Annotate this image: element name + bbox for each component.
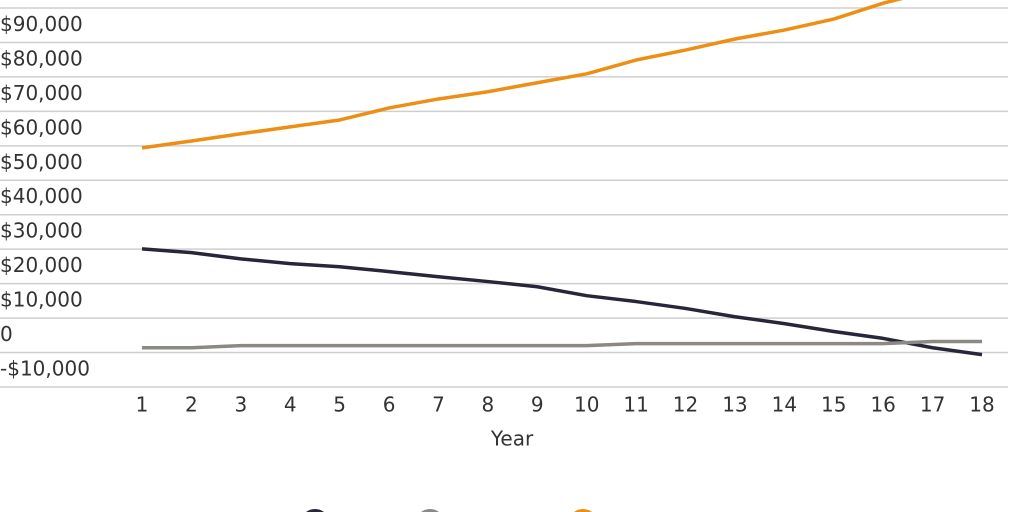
x-tick-label: 18 <box>969 393 994 417</box>
x-tick-label: 5 <box>333 393 346 417</box>
series-line <box>142 339 982 350</box>
x-axis-label: Year <box>490 427 534 451</box>
legend-marker <box>421 509 439 512</box>
x-tick-label: 15 <box>821 393 846 417</box>
x-tick-label: 10 <box>574 393 599 417</box>
x-tick-label: 4 <box>284 393 297 417</box>
x-tick-label: 16 <box>870 393 895 417</box>
x-tick-label: 3 <box>234 393 247 417</box>
x-tick-label: 12 <box>673 393 698 417</box>
x-tick-label: 17 <box>920 393 945 417</box>
x-tick-label: 9 <box>531 393 544 417</box>
y-tick-label: 0 <box>0 322 13 346</box>
x-tick-label: 8 <box>482 393 495 417</box>
y-tick-label: $70,000 <box>0 81 83 105</box>
x-tick-label: 14 <box>772 393 797 417</box>
y-tick-label: $20,000 <box>0 253 83 277</box>
x-tick-label: 7 <box>432 393 445 417</box>
series-line <box>141 247 983 357</box>
y-tick-label: $90,000 <box>0 12 83 36</box>
x-tick-label: 1 <box>136 393 149 417</box>
legend-marker <box>306 509 324 512</box>
x-tick-label: 6 <box>383 393 396 417</box>
y-tick-label: $10,000 <box>0 288 83 312</box>
y-tick-label: $100,000 <box>0 0 95 2</box>
y-tick-label: $30,000 <box>0 219 83 243</box>
x-tick-label: 2 <box>185 393 198 417</box>
x-tick-label: 11 <box>623 393 648 417</box>
y-tick-label: -$10,000 <box>0 357 90 381</box>
y-tick-label: $40,000 <box>0 184 83 208</box>
y-tick-label: $80,000 <box>0 46 83 70</box>
y-tick-label: $50,000 <box>0 150 83 174</box>
legend-marker <box>574 509 592 512</box>
series-line <box>141 0 904 150</box>
x-tick-label: 13 <box>722 393 747 417</box>
y-tick-label: $60,000 <box>0 115 83 139</box>
